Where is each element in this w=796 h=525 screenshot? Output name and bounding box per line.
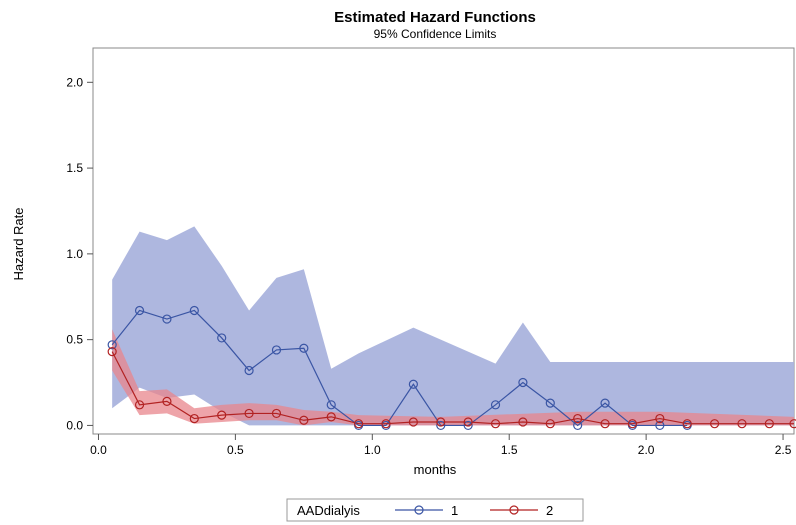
data-point-series-1 bbox=[600, 398, 610, 408]
chart-title: Estimated Hazard Functions bbox=[334, 9, 536, 26]
data-point-series-1 bbox=[655, 420, 665, 431]
data-point-series-2 bbox=[764, 419, 774, 429]
y-tick-label: 2.0 bbox=[66, 75, 83, 89]
confidence-bands bbox=[112, 226, 794, 426]
data-point-series-2 bbox=[354, 419, 364, 429]
data-point-series-1 bbox=[299, 343, 309, 353]
data-point-series-2 bbox=[107, 347, 117, 357]
data-point-series-2 bbox=[162, 396, 172, 407]
y-tick-label: 0.0 bbox=[66, 418, 83, 432]
data-point-series-1 bbox=[518, 377, 528, 388]
data-point-series-1 bbox=[463, 420, 473, 431]
data-point-series-2 bbox=[518, 417, 528, 427]
data-point-series-1 bbox=[134, 305, 145, 316]
data-point-series-2 bbox=[381, 419, 391, 429]
y-axis-label: Hazard Rate bbox=[11, 208, 26, 281]
data-point-series-2 bbox=[134, 400, 145, 410]
x-tick-label: 2.5 bbox=[775, 443, 792, 457]
data-point-series-2 bbox=[789, 419, 796, 429]
data-point-series-2 bbox=[655, 413, 665, 424]
data-point-series-2 bbox=[436, 417, 446, 427]
confidence-band-series-1 bbox=[112, 226, 794, 426]
confidence-band-series-2 bbox=[112, 329, 794, 426]
data-point-series-1 bbox=[107, 340, 117, 350]
data-point-series-2 bbox=[600, 419, 610, 429]
data-point-series-2 bbox=[271, 408, 282, 419]
data-point-series-1 bbox=[436, 420, 446, 431]
data-point-series-2 bbox=[463, 417, 473, 427]
data-point-series-1 bbox=[244, 365, 254, 376]
legend-label-series-2: 2 bbox=[546, 503, 553, 518]
data-point-series-2 bbox=[490, 419, 501, 429]
x-tick-label: 1.5 bbox=[501, 443, 518, 457]
legend-title: AADdialyis bbox=[297, 503, 360, 518]
y-tick-label: 0.5 bbox=[66, 333, 83, 347]
data-point-series-2 bbox=[244, 408, 254, 419]
x-tick-label: 0.5 bbox=[227, 443, 244, 457]
plot-area bbox=[92, 47, 796, 435]
hazard-line-series-1 bbox=[111, 309, 688, 427]
x-axis-label: months bbox=[414, 462, 457, 477]
data-point-series-1 bbox=[162, 314, 172, 324]
data-point-series-1 bbox=[326, 400, 336, 410]
y-tick-label: 1.0 bbox=[66, 247, 83, 261]
y-axis: 0.0 0.5 1.0 1.5 2.0 bbox=[66, 75, 93, 432]
data-point-series-2 bbox=[573, 413, 583, 424]
legend-marker-series-2 bbox=[509, 505, 519, 515]
data-point-series-1 bbox=[490, 400, 501, 410]
data-point-series-2 bbox=[299, 415, 309, 425]
data-point-series-1 bbox=[573, 420, 583, 431]
data-point-series-2 bbox=[408, 417, 418, 427]
chart-subtitle: 95% Confidence Limits bbox=[374, 27, 497, 41]
data-point-series-1 bbox=[408, 379, 418, 389]
x-tick-label: 2.0 bbox=[638, 443, 655, 457]
data-point-series-2 bbox=[737, 419, 747, 429]
data-point-series-1 bbox=[545, 398, 555, 408]
data-point-series-1 bbox=[271, 345, 282, 355]
legend-label-series-1: 1 bbox=[451, 503, 458, 518]
data-point-series-2 bbox=[326, 412, 336, 422]
hazard-markers bbox=[107, 305, 796, 431]
data-point-series-2 bbox=[217, 410, 227, 420]
data-point-series-1 bbox=[189, 305, 199, 316]
legend-marker-series-1 bbox=[414, 505, 424, 515]
x-tick-label: 1.0 bbox=[364, 443, 381, 457]
data-point-series-2 bbox=[709, 419, 720, 429]
x-tick-label: 0.0 bbox=[90, 443, 107, 457]
y-tick-label: 1.5 bbox=[66, 161, 83, 175]
data-point-series-2 bbox=[545, 419, 555, 429]
data-point-series-1 bbox=[217, 333, 227, 343]
x-axis: 0.0 0.5 1.0 1.5 2.0 2.5 bbox=[90, 434, 792, 457]
data-point-series-2 bbox=[627, 419, 638, 429]
data-point-series-2 bbox=[682, 419, 692, 429]
data-point-series-2 bbox=[189, 413, 199, 424]
